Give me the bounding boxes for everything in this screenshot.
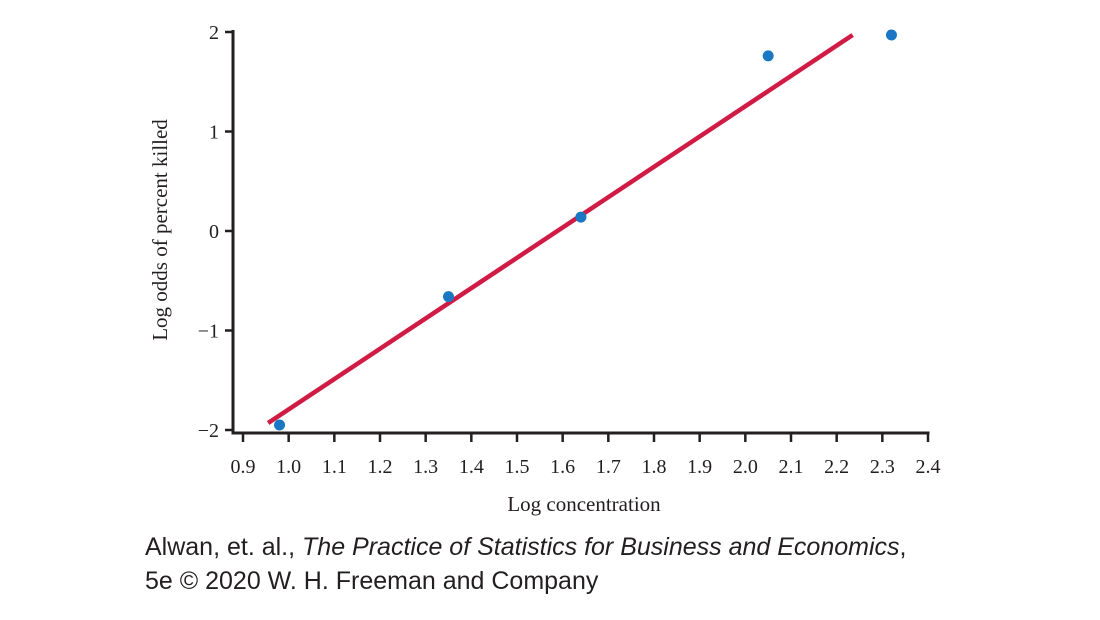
x-axis-ticks: 0.9 1.0 1.1 1.2 1.3 1.4 1.5 1.6 1.7 1.8 1.9 2.0 2.1 2… bbox=[231, 433, 941, 478]
credit-book-title: The Practice of Statistics for Business … bbox=[302, 533, 900, 561]
data-points bbox=[274, 29, 897, 431]
data-point bbox=[762, 50, 774, 62]
y-axis-ticks: −2 −1 0 1 2 bbox=[198, 22, 233, 442]
x-tick-label: 1.6 bbox=[550, 456, 575, 478]
x-tick-label: 2.4 bbox=[916, 456, 941, 478]
x-tick-label: 1.1 bbox=[322, 456, 347, 478]
x-tick-label: 1.5 bbox=[505, 456, 530, 478]
x-tick-label: 2.1 bbox=[779, 456, 804, 478]
y-tick-label: −1 bbox=[198, 321, 219, 343]
data-point bbox=[885, 29, 897, 41]
y-tick-label: 1 bbox=[209, 122, 219, 144]
x-tick-label: 1.9 bbox=[687, 456, 712, 478]
source-credit-line-2: 5e © 2020 W. H. Freeman and Company bbox=[145, 567, 599, 595]
source-credit-line-1: Alwan, et. al., The Practice of Statisti… bbox=[145, 535, 906, 560]
x-tick-label: 2.0 bbox=[733, 456, 758, 478]
regression-line bbox=[266, 33, 854, 425]
x-tick-label: 2.2 bbox=[824, 456, 849, 478]
x-tick-label: 1.3 bbox=[413, 456, 438, 478]
fit-line-group bbox=[266, 33, 854, 425]
y-tick-label: −2 bbox=[198, 420, 219, 442]
x-axis-title: Log concentration bbox=[507, 492, 661, 516]
x-tick-label: 1.0 bbox=[276, 456, 301, 478]
y-tick-label: 0 bbox=[209, 221, 219, 243]
data-point bbox=[443, 291, 454, 303]
x-tick-label: 1.8 bbox=[642, 456, 667, 478]
x-tick-label: 1.4 bbox=[459, 456, 484, 478]
data-point bbox=[575, 211, 587, 223]
y-tick-label: 2 bbox=[209, 22, 219, 44]
x-tick-label: 1.2 bbox=[368, 456, 393, 478]
x-tick-label: 2.3 bbox=[870, 456, 895, 478]
credit-comma: , bbox=[899, 533, 907, 561]
data-point bbox=[274, 419, 286, 431]
axes bbox=[231, 30, 930, 435]
y-axis-title: Log odds of percent killed bbox=[148, 119, 172, 341]
credit-authors: Alwan, et. al., bbox=[145, 533, 303, 561]
x-tick-label: 0.9 bbox=[231, 456, 256, 478]
x-tick-label: 1.7 bbox=[596, 456, 621, 478]
